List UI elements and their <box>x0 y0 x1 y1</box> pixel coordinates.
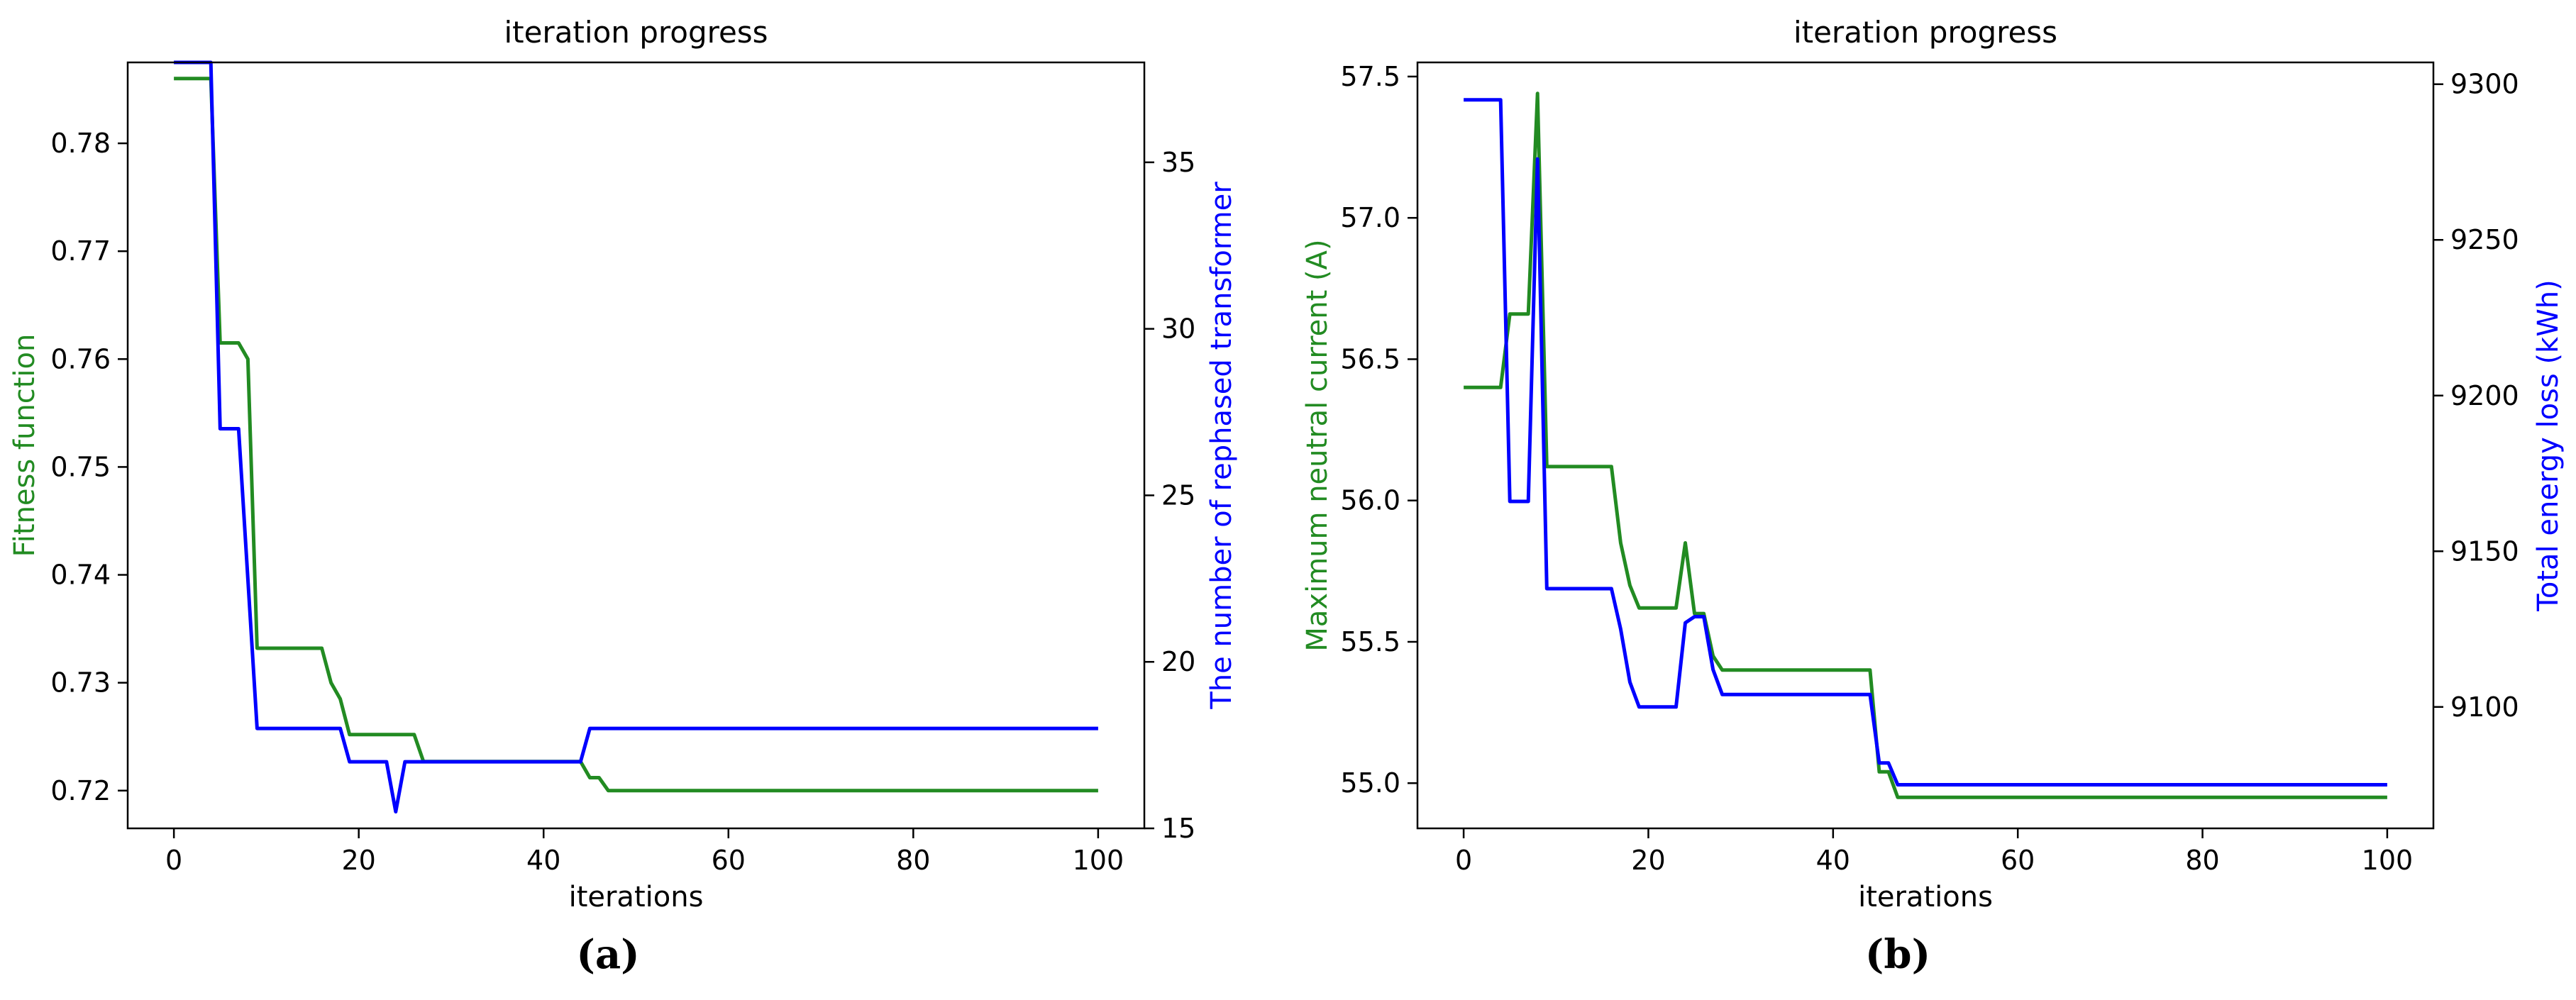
y-left-tick-label: 57.5 <box>1340 61 1400 92</box>
y-right-tick-label: 9100 <box>2450 691 2519 723</box>
y-left-tick-label: 0.76 <box>50 343 111 374</box>
series-line-right-axis <box>174 60 1098 813</box>
x-tick-label: 100 <box>1073 845 1124 876</box>
y-left-tick-label: 0.77 <box>50 235 111 267</box>
series-line-right-axis <box>1464 98 2387 787</box>
y-left-tick-label: 55.5 <box>1340 626 1400 657</box>
y-left-tick-label: 0.72 <box>50 775 111 806</box>
y-right-tick-label: 30 <box>1161 313 1195 345</box>
y-right-tick-label: 9250 <box>2450 224 2519 255</box>
x-tick-label: 80 <box>2185 845 2219 876</box>
y-right-tick-label: 9150 <box>2450 535 2519 567</box>
x-tick-label: 20 <box>1631 845 1665 876</box>
series-line-left-axis <box>1464 91 2387 799</box>
y-right-tick-label: 9300 <box>2450 69 2519 100</box>
x-tick-label: 0 <box>1455 845 1472 876</box>
chart-title: iteration progress <box>504 15 768 50</box>
plot-frame <box>1416 61 2435 830</box>
y-left-tick-label: 0.73 <box>50 667 111 699</box>
x-tick-label: 100 <box>2362 845 2414 876</box>
y-left-axis-label: Fitness function <box>9 334 41 557</box>
x-tick-label: 60 <box>2001 845 2035 876</box>
y-right-axis-label: Total energy loss (kWh) <box>2532 279 2565 611</box>
x-axis-label: iterations <box>569 881 704 913</box>
y-left-tick-label: 57.0 <box>1340 202 1400 233</box>
x-tick-label: 60 <box>712 845 746 876</box>
y-left-tick-label: 0.75 <box>50 451 111 482</box>
panel-caption: (b) <box>1865 931 1930 978</box>
x-tick-label: 40 <box>526 845 560 876</box>
y-left-tick-label: 56.0 <box>1340 485 1400 516</box>
y-right-tick-label: 20 <box>1161 646 1195 677</box>
y-right-tick-label: 25 <box>1161 479 1195 511</box>
chart-title: iteration progress <box>1793 15 2057 50</box>
y-left-tick-label: 0.78 <box>50 128 111 159</box>
series-line-left-axis <box>174 77 1098 793</box>
y-left-tick-label: 55.0 <box>1340 767 1400 799</box>
y-left-axis-label: Maximum neutral current (A) <box>1301 239 1334 651</box>
y-right-tick-label: 35 <box>1161 147 1195 178</box>
x-tick-label: 0 <box>165 845 182 876</box>
y-right-tick-label: 9200 <box>2450 380 2519 411</box>
plot-frame <box>126 61 1146 830</box>
panel-caption: (a) <box>576 931 639 978</box>
y-left-tick-label: 0.74 <box>50 560 111 591</box>
x-tick-label: 40 <box>1816 845 1850 876</box>
y-right-tick-label: 15 <box>1161 813 1195 844</box>
y-left-tick-label: 56.5 <box>1340 343 1400 374</box>
chart-panel-a: iteration progress 0 20 40 60 80 100 0.72 0.73 0.… <box>9 15 1238 978</box>
chart-panel-b: iteration progress 0 20 40 60 80 100 55.0 55.5 56… <box>1301 15 2565 978</box>
x-tick-label: 20 <box>342 845 376 876</box>
x-axis-label: iterations <box>1858 881 1993 913</box>
x-tick-label: 80 <box>896 845 930 876</box>
y-right-axis-label: The number of rephased transformer <box>1205 182 1238 710</box>
